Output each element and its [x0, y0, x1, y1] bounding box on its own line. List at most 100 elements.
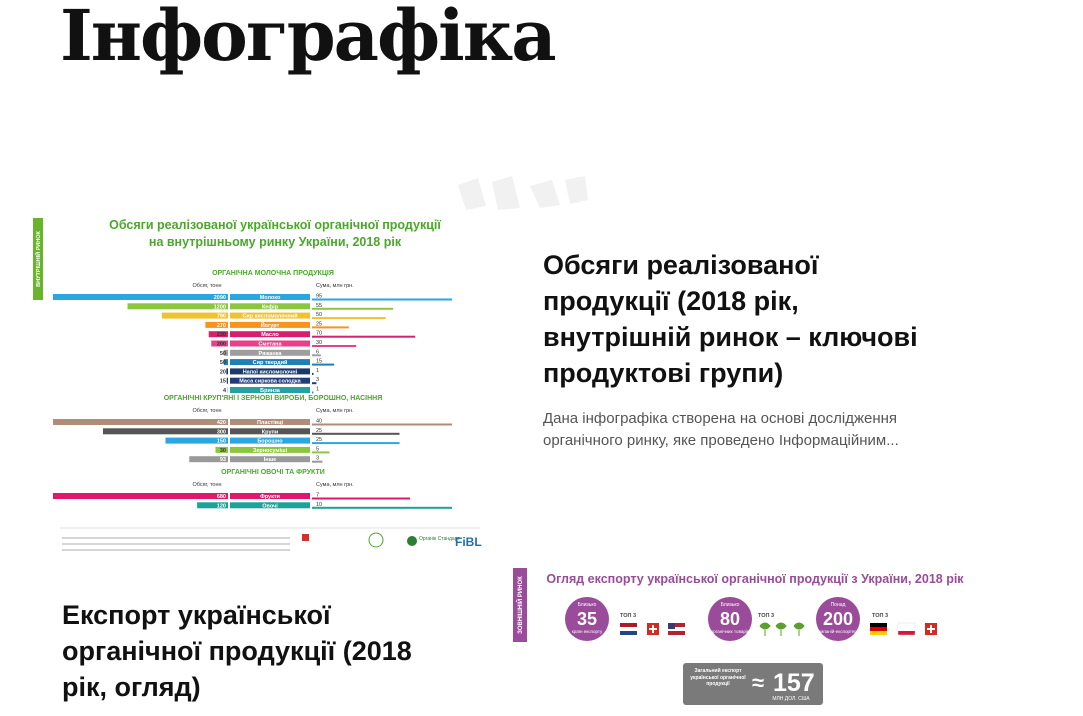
footer-text-placeholder — [62, 543, 290, 545]
sum-bar — [312, 372, 314, 375]
category-box — [230, 387, 310, 393]
volume-label: 20 — [220, 369, 226, 375]
column-header: Сума, млн грн. — [316, 408, 354, 414]
volume-label: 790 — [217, 314, 226, 320]
logo-round — [368, 532, 384, 548]
stat-circle — [816, 597, 860, 641]
sum-label: 25 — [316, 428, 322, 434]
category-box — [230, 446, 310, 453]
sum-bar — [312, 423, 452, 426]
logo-label: FiBL — [455, 535, 482, 549]
total-prefix: ≈ — [752, 670, 764, 695]
sum-label: 10 — [316, 502, 322, 508]
category-label: Пластівці — [257, 420, 284, 426]
sum-label: 30 — [316, 340, 322, 346]
footer-text-placeholder — [62, 549, 290, 551]
flag-nl — [620, 631, 637, 635]
flag-us — [668, 627, 685, 631]
category-box — [230, 340, 310, 347]
flag-pl — [898, 623, 915, 627]
flag-nl — [620, 627, 637, 631]
flag-pl — [898, 631, 915, 635]
sum-label: 95 — [316, 294, 322, 300]
card-title[interactable]: Обсяги реалізованої продукції (2018 рік,… — [543, 250, 918, 388]
page-title: Інфографіка — [60, 0, 557, 77]
card-title[interactable]: Експорт української органічної продукції… — [62, 600, 412, 702]
volume-bar — [53, 493, 228, 499]
category-label: Ряжанка — [259, 351, 283, 357]
infographic-title: Огляд експорту української органічної пр… — [546, 572, 964, 586]
category-box — [230, 303, 310, 310]
category-box — [230, 321, 310, 328]
column-header: Обсяг, тонн — [192, 408, 221, 414]
side-tag — [33, 218, 43, 300]
sum-bar — [312, 497, 410, 500]
sum-bar — [312, 345, 357, 347]
sum-label: 50 — [316, 312, 322, 318]
column-header: Сума, млн грн. — [316, 283, 354, 289]
sum-label: 3 — [316, 377, 319, 383]
category-box — [230, 437, 310, 444]
sum-label: 25 — [316, 321, 322, 327]
column-header: Сума, млн грн. — [316, 482, 354, 488]
category-label: Напої кисломолочні — [243, 369, 298, 375]
category-label: Сметана — [258, 342, 282, 348]
volume-label: 1200 — [214, 304, 226, 310]
sum-label: 25 — [316, 437, 322, 443]
plant-icon — [759, 622, 771, 636]
sum-label: 15 — [316, 359, 322, 365]
section-title: ОРГАНІЧНА МОЛОЧНА ПРОДУКЦІЯ — [212, 270, 334, 277]
volume-bar — [223, 359, 228, 366]
category-box — [230, 331, 310, 338]
category-box — [230, 419, 310, 425]
category-label: Йогурт — [261, 321, 280, 329]
category-label: Бринза — [260, 388, 281, 394]
category-box — [230, 428, 310, 435]
flag-nl — [620, 623, 637, 627]
stat-prefix: Близько — [721, 602, 740, 608]
sum-bar — [312, 363, 335, 366]
volume-label: 15 — [220, 379, 226, 385]
sum-bar — [312, 307, 394, 310]
volume-label: 300 — [217, 429, 226, 435]
stat-top: ТОП 3 — [872, 613, 888, 619]
sum-bar — [312, 442, 400, 445]
sum-bar — [312, 326, 349, 329]
volume-bar — [226, 377, 228, 384]
volume-label: 420 — [217, 420, 226, 426]
sum-label: 1 — [316, 368, 319, 374]
flag-de — [870, 623, 887, 627]
category-box — [230, 377, 310, 384]
category-box — [230, 349, 310, 356]
stat-prefix: Понад — [831, 602, 846, 608]
volume-bar — [189, 456, 228, 463]
volume-bar — [161, 312, 228, 319]
column-header: Обсяг, тонн — [192, 283, 221, 289]
category-label: Масло — [261, 332, 279, 338]
volume-label: 150 — [217, 439, 226, 445]
decor-shape — [492, 176, 520, 210]
stat-top: ТОП 3 — [758, 613, 774, 619]
decor-shape — [458, 178, 486, 210]
volume-bar — [211, 340, 228, 347]
stat-value: 80 — [720, 609, 740, 629]
volume-bar — [215, 446, 228, 453]
volume-bar — [197, 502, 228, 509]
category-label: Зерносуміші — [253, 448, 288, 454]
side-label: ВНУТРІШНІЙ РИНОК — [34, 231, 42, 287]
category-box — [230, 493, 310, 499]
category-label: Крупи — [262, 429, 278, 435]
stat-caption: компаній-експортерів — [816, 628, 861, 634]
stat-circle — [708, 597, 752, 641]
volume-bar — [103, 428, 228, 435]
total-box — [683, 663, 823, 705]
category-label: Маса сиркова солодка — [239, 379, 301, 385]
stat-value: 35 — [577, 609, 597, 629]
flag-de — [870, 627, 887, 631]
category-label: Сир твердий — [253, 359, 288, 366]
volume-label: 50 — [220, 360, 226, 366]
sum-bar — [312, 382, 317, 385]
volume-label: 30 — [220, 448, 226, 454]
volume-label: 270 — [217, 323, 226, 329]
stat-caption: країн експорту — [572, 629, 603, 634]
